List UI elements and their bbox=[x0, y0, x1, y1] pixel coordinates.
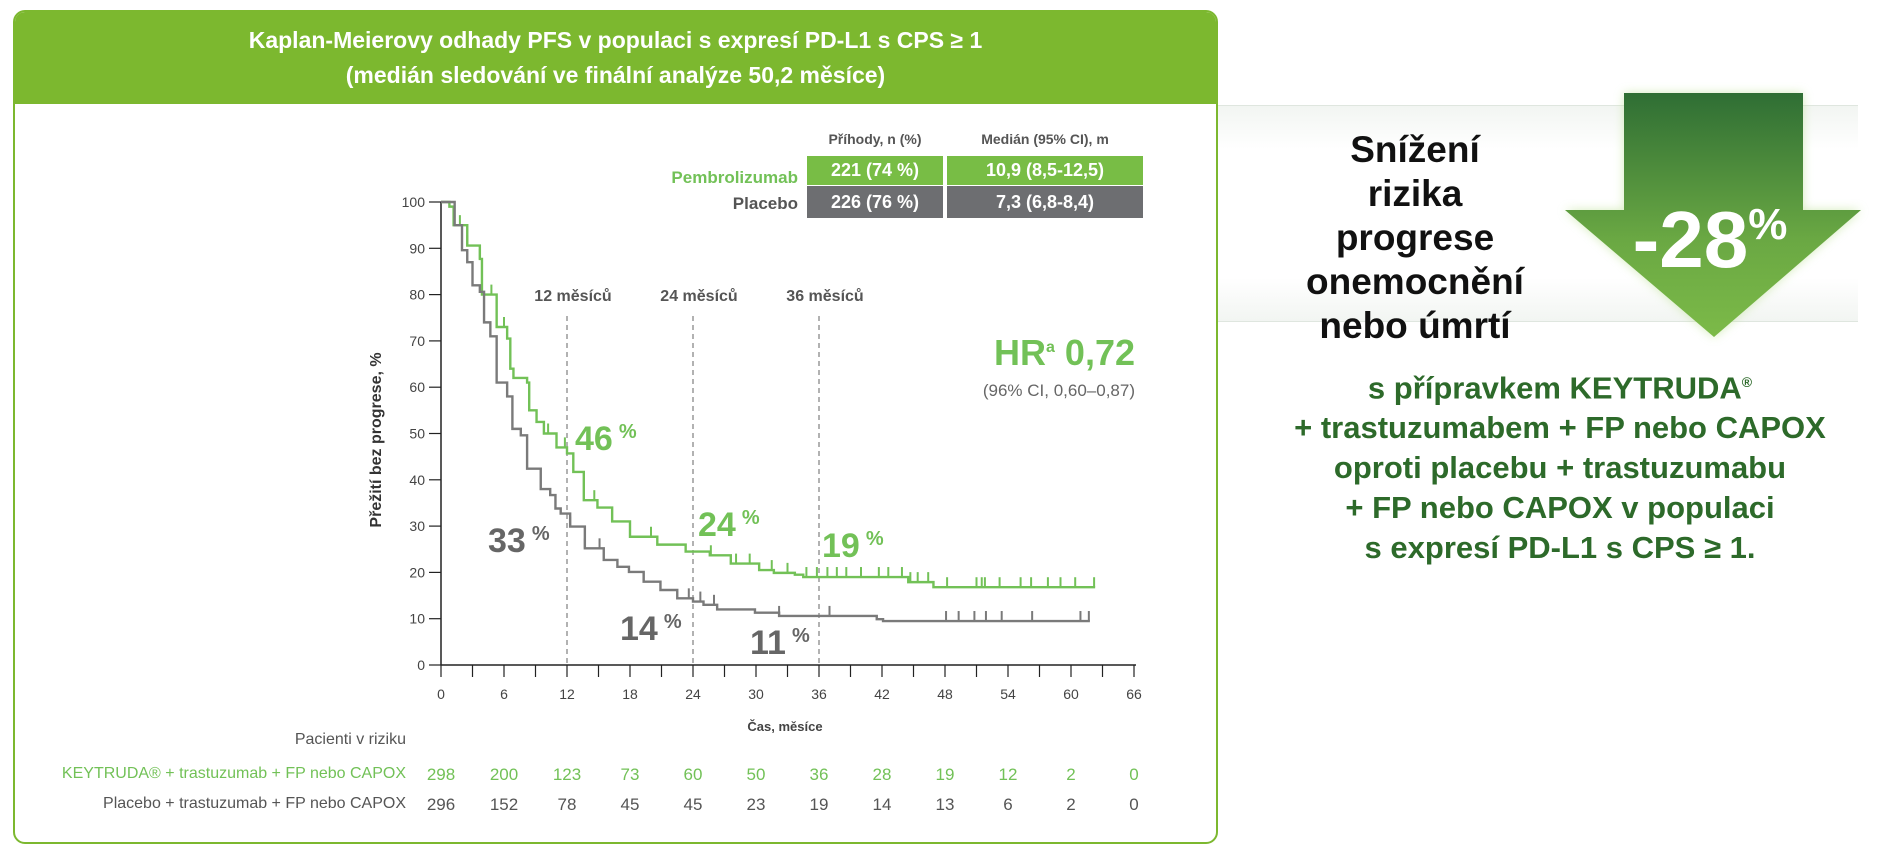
risk-reduction-value: -28% bbox=[1590, 180, 1830, 285]
risk-row-label-pembro: KEYTRUDA® + trastuzumab + FP nebo CAPOX bbox=[61, 765, 406, 782]
x-tick-label: 54 bbox=[1000, 686, 1016, 702]
claim-text: s přípravkem KEYTRUDA® + trastuzumabem +… bbox=[1240, 362, 1880, 568]
landmark-percent-label: 14% bbox=[620, 610, 682, 648]
risk-text-line: progrese bbox=[1335, 217, 1495, 258]
y-tick-label: 80 bbox=[409, 287, 425, 303]
claim-line: + trastuzumabem + FP nebo CAPOX bbox=[1294, 410, 1826, 446]
chart-header: Kaplan-Meierovy odhady PFS v populaci s … bbox=[15, 12, 1216, 104]
x-tick-label: 60 bbox=[1063, 686, 1079, 702]
chart-panel: Kaplan-Meierovy odhady PFS v populaci s … bbox=[13, 10, 1218, 844]
landmark-label: 12 měsíců bbox=[534, 288, 611, 305]
risk-count: 12 bbox=[998, 765, 1018, 784]
table-row-label-pembro: Pembrolizumab bbox=[671, 168, 798, 187]
risk-count: 60 bbox=[683, 765, 703, 784]
y-tick-label: 30 bbox=[409, 518, 425, 534]
risk-count: 0 bbox=[1129, 795, 1139, 814]
risk-count: 28 bbox=[872, 765, 892, 784]
risk-count: 19 bbox=[809, 795, 829, 814]
risk-reduction-text: Snížení rizika progrese onemocnění nebo … bbox=[1300, 128, 1530, 348]
x-tick-label: 0 bbox=[437, 686, 445, 702]
risk-count: 2 bbox=[1066, 795, 1076, 814]
x-axis-label: Čas, měsíce bbox=[747, 719, 822, 734]
y-tick-label: 100 bbox=[402, 194, 426, 210]
risk-count: 78 bbox=[557, 795, 577, 814]
risk-count: 0 bbox=[1129, 765, 1139, 784]
y-tick-label: 50 bbox=[409, 426, 425, 442]
risk-text-line: onemocnění bbox=[1306, 261, 1524, 302]
claim-line: s expresí PD-L1 s CPS ≥ 1. bbox=[1364, 530, 1756, 566]
x-tick-label: 12 bbox=[559, 686, 575, 702]
x-tick-label: 48 bbox=[937, 686, 953, 702]
risk-count: 13 bbox=[935, 795, 955, 814]
x-tick-label: 66 bbox=[1126, 686, 1142, 702]
risk-count: 296 bbox=[426, 795, 456, 814]
x-tick-label: 36 bbox=[811, 686, 827, 702]
risk-count: 50 bbox=[746, 765, 766, 784]
risk-row-label-placebo: Placebo + trastuzumab + FP nebo CAPOX bbox=[103, 795, 406, 812]
risk-count: 298 bbox=[426, 765, 456, 784]
risk-count: 36 bbox=[809, 765, 829, 784]
registered-mark: ® bbox=[1741, 374, 1753, 390]
table-cell-pembro-median: 10,9 (8,5-12,5) bbox=[947, 156, 1143, 185]
y-tick-label: 0 bbox=[417, 657, 425, 673]
claim-line: s přípravkem KEYTRUDA® bbox=[1367, 370, 1753, 406]
y-tick-label: 20 bbox=[409, 564, 425, 580]
hr-footnote: a bbox=[1046, 339, 1055, 356]
risk-count: 2 bbox=[1066, 765, 1076, 784]
x-tick-label: 30 bbox=[748, 686, 764, 702]
claim-line: oproti placebu + trastuzumabu bbox=[1333, 450, 1787, 486]
y-tick-label: 60 bbox=[409, 379, 425, 395]
risk-count: 23 bbox=[746, 795, 766, 814]
hr-value: HRa 0,72 bbox=[885, 332, 1135, 374]
landmark-percent-label: 33% bbox=[488, 522, 550, 560]
landmark-percent-label: 11% bbox=[750, 624, 810, 662]
risk-count: 123 bbox=[552, 765, 582, 784]
hr-label: HR bbox=[994, 332, 1046, 373]
landmark-percent-label: 19% bbox=[822, 527, 884, 565]
risk-count: 45 bbox=[683, 795, 703, 814]
risk-count: 200 bbox=[489, 765, 519, 784]
landmark-label: 24 měsíců bbox=[660, 288, 737, 305]
y-tick-label: 10 bbox=[409, 611, 425, 627]
chart-subtitle: (medián sledování ve finální analýze 50,… bbox=[345, 62, 886, 88]
table-cell-placebo-events: 226 (76 %) bbox=[807, 186, 943, 218]
y-tick-label: 90 bbox=[409, 240, 425, 256]
risk-reduction-unit: % bbox=[1748, 200, 1788, 249]
risk-count: 6 bbox=[1003, 795, 1013, 814]
hr-number: 0,72 bbox=[1064, 332, 1135, 373]
landmark-label: 36 měsíců bbox=[786, 288, 863, 305]
risk-text-line: Snížení rizika bbox=[1350, 129, 1480, 214]
risk-count: 19 bbox=[935, 765, 955, 784]
table-cell-placebo-median: 7,3 (6,8-8,4) bbox=[947, 186, 1143, 218]
x-tick-label: 42 bbox=[874, 686, 890, 702]
claim-line: + FP nebo CAPOX v populaci bbox=[1345, 490, 1775, 526]
risk-count: 45 bbox=[620, 795, 640, 814]
table-cell-pembro-events: 221 (74 %) bbox=[807, 156, 943, 185]
km-curve-placebo bbox=[441, 200, 1090, 623]
hr-ci: (96% CI, 0,60–0,87) bbox=[982, 381, 1135, 400]
risk-count: 14 bbox=[872, 795, 892, 814]
x-tick-label: 18 bbox=[622, 686, 638, 702]
table-row-label-placebo: Placebo bbox=[732, 194, 798, 213]
landmark-percent-label: 24% bbox=[698, 506, 760, 544]
y-tick-label: 40 bbox=[409, 472, 425, 488]
risk-count: 73 bbox=[620, 765, 640, 784]
y-axis-label: Přežití bez progrese, % bbox=[368, 352, 385, 527]
risk-count: 152 bbox=[489, 795, 519, 814]
down-arrow-icon bbox=[1565, 93, 1861, 337]
chart-title: Kaplan-Meierovy odhady PFS v populaci s … bbox=[248, 27, 983, 53]
y-tick-label: 70 bbox=[409, 333, 425, 349]
risk-reduction-number: -28 bbox=[1632, 195, 1749, 284]
table-header-median: Medián (95% CI), m bbox=[981, 131, 1109, 147]
risk-table-title: Pacienti v riziku bbox=[294, 731, 406, 748]
x-tick-label: 24 bbox=[685, 686, 701, 702]
table-header-events: Příhody, n (%) bbox=[828, 131, 922, 147]
risk-text-line: nebo úmrtí bbox=[1319, 305, 1511, 346]
landmark-percent-label: 46% bbox=[575, 420, 637, 458]
x-tick-label: 6 bbox=[500, 686, 508, 702]
